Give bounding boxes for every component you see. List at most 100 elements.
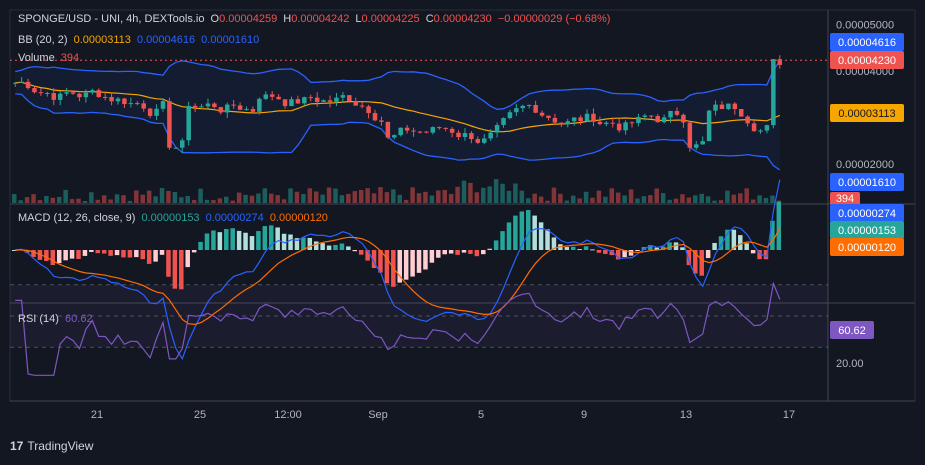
candle-body — [109, 97, 114, 102]
bb-legend[interactable]: BB (20, 2) 0.00003113 0.00004616 0.00001… — [18, 34, 262, 46]
volume-bar — [403, 199, 409, 203]
candle-body — [514, 108, 519, 113]
candle-body — [591, 113, 596, 122]
volume-bar — [391, 189, 396, 203]
macd-histogram-bar — [429, 250, 435, 263]
tradingview-logo-icon: 17 — [10, 439, 24, 453]
candle-body — [398, 127, 403, 136]
candle-body — [180, 140, 185, 148]
macd-histogram-bar — [63, 250, 68, 261]
macd-histogram-bar — [50, 250, 56, 266]
macd-histogram-bar — [635, 250, 640, 251]
volume-bar — [95, 199, 101, 203]
candle-body — [462, 133, 468, 138]
candle-body — [526, 104, 532, 106]
volume-bar — [461, 180, 467, 203]
price-badge-bb-upper: 0.00004616 — [838, 37, 896, 49]
candle-body — [385, 121, 391, 138]
volume-bar — [281, 199, 287, 203]
volume-label: Volume — [18, 52, 55, 64]
volume-bar — [635, 198, 640, 203]
volume-bar — [699, 193, 704, 203]
bb-upper-value: 0.00004616 — [136, 34, 196, 46]
candle-body — [334, 97, 339, 102]
volume-bar — [114, 194, 120, 203]
macd-histogram-bar — [461, 250, 467, 253]
macd-histogram-bar — [442, 250, 447, 255]
volume-bar — [609, 188, 615, 203]
volume-bar — [307, 188, 313, 203]
volume-bar — [127, 200, 133, 203]
macd-histogram-bar — [776, 201, 782, 250]
macd-histogram-bar — [448, 250, 454, 254]
macd-histogram-bar — [513, 215, 518, 250]
volume-bar — [615, 192, 621, 203]
macd-histogram-bar — [31, 250, 36, 258]
macd-histogram-bar — [718, 236, 724, 250]
candle-body — [481, 138, 487, 143]
candle-body — [636, 116, 641, 124]
price-badge-volume: 394 — [836, 193, 854, 205]
price-badge-last-bg — [830, 51, 904, 69]
volume-bar — [301, 194, 306, 203]
macd-histogram-bar — [693, 250, 698, 274]
candle-body — [340, 95, 346, 98]
volume-bar — [326, 187, 332, 203]
candle-body — [77, 93, 82, 98]
candle-body — [584, 113, 590, 122]
macd-histogram-bar — [699, 250, 704, 276]
price-legend: SPONGE/USD - UNI, 4h, DEXTools.io O0.000… — [18, 13, 613, 25]
macd-histogram-bar — [236, 230, 242, 250]
candle-body — [713, 104, 718, 111]
bb-lower-line — [15, 93, 781, 171]
macd-histogram-bar — [641, 247, 647, 250]
volume-bar — [153, 196, 158, 203]
volume-bar — [442, 190, 447, 203]
macd-histogram-bar — [121, 250, 126, 258]
rsi-legend[interactable]: RSI (14) 60.62 — [18, 313, 96, 325]
macd-histogram-bar — [667, 242, 672, 250]
macd-histogram-bar — [269, 225, 274, 250]
macd-histogram-bar — [403, 250, 409, 280]
bb-upper-line — [15, 60, 781, 110]
volume-legend[interactable]: Volume 394 — [18, 52, 82, 64]
macd-histogram-bar — [146, 250, 152, 264]
candle-body — [706, 110, 712, 142]
macd-legend[interactable]: MACD (12, 26, close, 9) 0.00000153 0.000… — [18, 212, 331, 224]
macd-histogram-bar — [577, 249, 582, 251]
ohlc-close: C0.00004230 — [425, 13, 492, 25]
macd-histogram-bar — [24, 250, 30, 253]
volume-bar — [18, 200, 23, 203]
candle-body — [167, 101, 172, 148]
macd-histogram-bar — [609, 250, 615, 256]
volume-bar — [358, 189, 364, 203]
macd-histogram-bar — [750, 250, 756, 254]
candle-body — [19, 81, 24, 83]
candle-body — [282, 99, 288, 107]
ohlc-low: L0.00004225 — [355, 13, 420, 25]
volume-bar — [256, 193, 261, 203]
volume-bar — [397, 194, 402, 203]
candle-body — [623, 122, 628, 131]
candle-body — [250, 109, 256, 112]
macd-histogram-bar — [410, 250, 415, 277]
volume-bar — [82, 200, 88, 203]
candle-body — [732, 103, 738, 110]
candle-body — [764, 125, 770, 131]
macd-histogram-bar — [301, 237, 306, 250]
macd-signal-line — [15, 227, 781, 326]
macd-histogram-bar — [211, 230, 216, 250]
macd-histogram-bar — [654, 247, 659, 250]
tradingview-name: TradingView — [27, 439, 94, 453]
volume-bar — [538, 196, 544, 203]
symbol-title[interactable]: SPONGE/USD - UNI, 4h, DEXTools.io — [18, 13, 205, 25]
macd-histogram-bar — [416, 250, 422, 273]
macd-badge-line-bg — [830, 204, 904, 222]
volume-bar — [37, 200, 43, 203]
volume-bar — [654, 188, 659, 203]
candle-body — [186, 105, 191, 141]
tradingview-branding[interactable]: 17 TradingView — [10, 439, 93, 453]
macd-histogram-bar — [159, 250, 165, 255]
macd-histogram-bar — [551, 237, 557, 250]
